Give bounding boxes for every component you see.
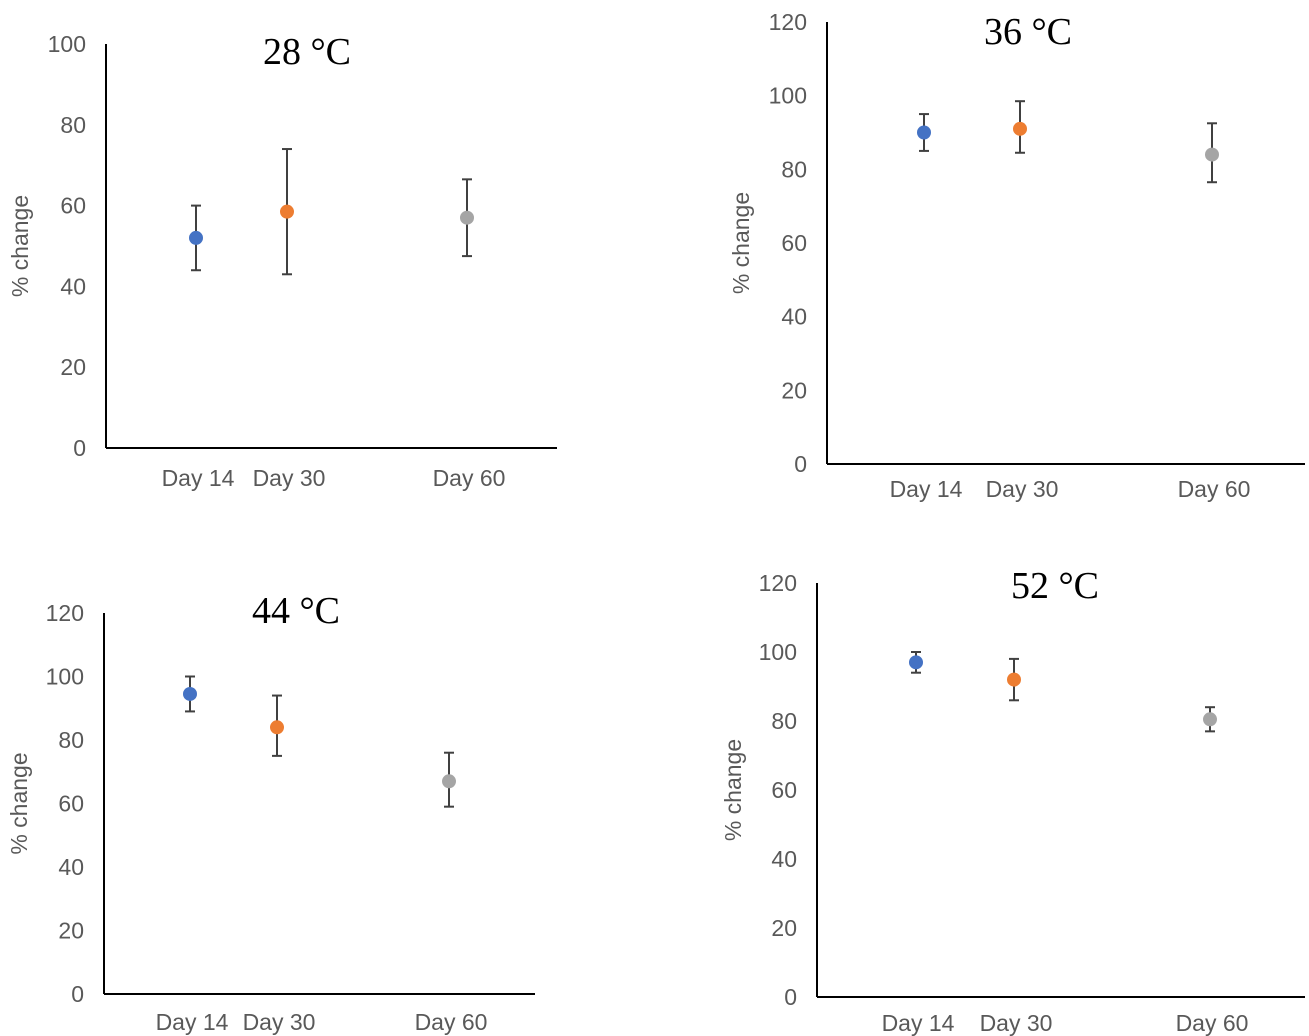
data-point	[909, 655, 923, 670]
y-tick-label: 60	[771, 777, 797, 803]
y-tick-label: 60	[781, 230, 807, 256]
chart-title: 36 °C	[984, 11, 1072, 53]
y-tick-label: 80	[781, 156, 807, 182]
y-tick-label: 0	[794, 451, 807, 477]
x-category-label: Day 14	[882, 1010, 955, 1036]
data-point	[1205, 147, 1219, 162]
y-tick-label: 40	[58, 854, 84, 880]
data-point	[1203, 712, 1217, 727]
data-point	[460, 210, 474, 225]
y-tick-label: 40	[771, 846, 797, 872]
y-tick-label: 100	[769, 83, 807, 109]
x-category-label: Day 60	[1178, 476, 1251, 502]
y-tick-label: 80	[58, 727, 84, 753]
data-point	[280, 204, 294, 219]
y-tick-label: 20	[60, 354, 86, 380]
y-tick-label: 20	[771, 915, 797, 941]
x-category-label: Day 60	[433, 465, 506, 491]
y-tick-label: 40	[60, 273, 86, 299]
y-tick-label: 120	[46, 600, 84, 626]
y-axis-title: % change	[6, 752, 32, 854]
y-tick-label: 100	[48, 31, 86, 57]
chart-panel-2: 0 20 40 60 80 100 120 Day 14 Day 30 Day 60 % chang…	[728, 9, 1305, 502]
x-category-label: Day 14	[890, 476, 963, 502]
chart-panel-1: 0 20 40 60 80 100 Day 14 Day 30 Day 60 % change 28…	[7, 31, 557, 491]
y-tick-label: 100	[759, 639, 797, 665]
x-category-label: Day 30	[253, 465, 326, 491]
y-tick-label: 40	[781, 304, 807, 330]
y-tick-label: 120	[769, 9, 807, 35]
y-tick-label: 60	[60, 193, 86, 219]
y-tick-label: 60	[58, 791, 84, 817]
y-tick-label: 80	[60, 112, 86, 138]
data-point	[442, 774, 456, 789]
chart-panel-4: 0 20 40 60 80 100 120 Day 14 Day 30 Day 60 % chang…	[720, 565, 1305, 1036]
y-tick-label: 0	[784, 984, 797, 1010]
data-point	[270, 720, 284, 735]
y-axis-title: % change	[728, 192, 754, 294]
data-point	[917, 125, 931, 140]
chart-title: 28 °C	[263, 31, 351, 73]
x-category-label: Day 30	[243, 1009, 316, 1035]
x-category-label: Day 14	[162, 465, 235, 491]
data-point	[1007, 672, 1021, 687]
data-point	[189, 230, 203, 245]
y-axis-title: % change	[7, 195, 33, 297]
x-category-label: Day 60	[415, 1009, 488, 1035]
y-tick-label: 0	[71, 981, 84, 1007]
chart-title: 52 °C	[1011, 565, 1099, 607]
y-tick-label: 20	[58, 918, 84, 944]
data-point	[183, 686, 197, 701]
y-tick-label: 20	[781, 377, 807, 403]
y-axis-title: % change	[720, 739, 746, 841]
data-point	[1013, 121, 1027, 136]
y-tick-label: 0	[73, 435, 86, 461]
x-category-label: Day 30	[980, 1010, 1053, 1036]
y-tick-label: 120	[759, 570, 797, 596]
x-category-label: Day 60	[1176, 1010, 1249, 1036]
chart-panel-3: 0 20 40 60 80 100 120 Day 14 Day 30 Day 60 % chang…	[6, 590, 535, 1035]
y-tick-label: 100	[46, 664, 84, 690]
y-tick-label: 80	[771, 708, 797, 734]
x-category-label: Day 14	[156, 1009, 229, 1035]
chart-title: 44 °C	[252, 590, 340, 632]
x-category-label: Day 30	[986, 476, 1059, 502]
